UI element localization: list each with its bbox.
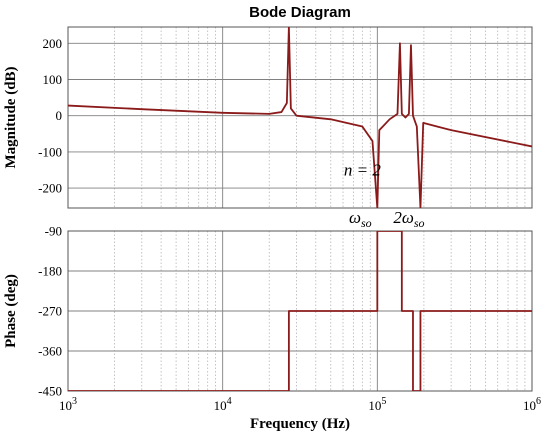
y-tick-label: -90 [45, 224, 62, 239]
y-tick-label: -270 [38, 304, 62, 319]
annotation-omega-so: ωso [349, 208, 372, 230]
y-tick-label: -100 [38, 144, 62, 159]
frequency-axis-label: Frequency (Hz) [250, 416, 350, 432]
magnitude-axis-label: Magnitude (dB) [3, 66, 19, 168]
chart-title: Bode Diagram [249, 4, 351, 21]
phase-axis-label: Phase (deg) [3, 274, 19, 348]
annotation-2-omega-so: 2ωso [393, 208, 424, 230]
annotation-n-equals-2: n = 2 [344, 160, 381, 179]
x-tick-label: 105 [368, 396, 386, 413]
y-tick-label: -180 [38, 264, 62, 279]
x-tick-label: 103 [59, 396, 77, 413]
y-tick-label: -450 [38, 384, 62, 399]
y-tick-label: -200 [38, 181, 62, 196]
y-tick-label: 100 [43, 72, 63, 87]
y-tick-label: -360 [38, 344, 62, 359]
magnitude-series-line [68, 27, 532, 208]
y-tick-label: 200 [43, 36, 63, 51]
y-tick-label: 0 [56, 108, 63, 123]
x-tick-label: 106 [523, 396, 541, 413]
plot-frame [67, 26, 533, 209]
phase-series-line [68, 231, 532, 391]
x-tick-label: 104 [214, 396, 232, 413]
